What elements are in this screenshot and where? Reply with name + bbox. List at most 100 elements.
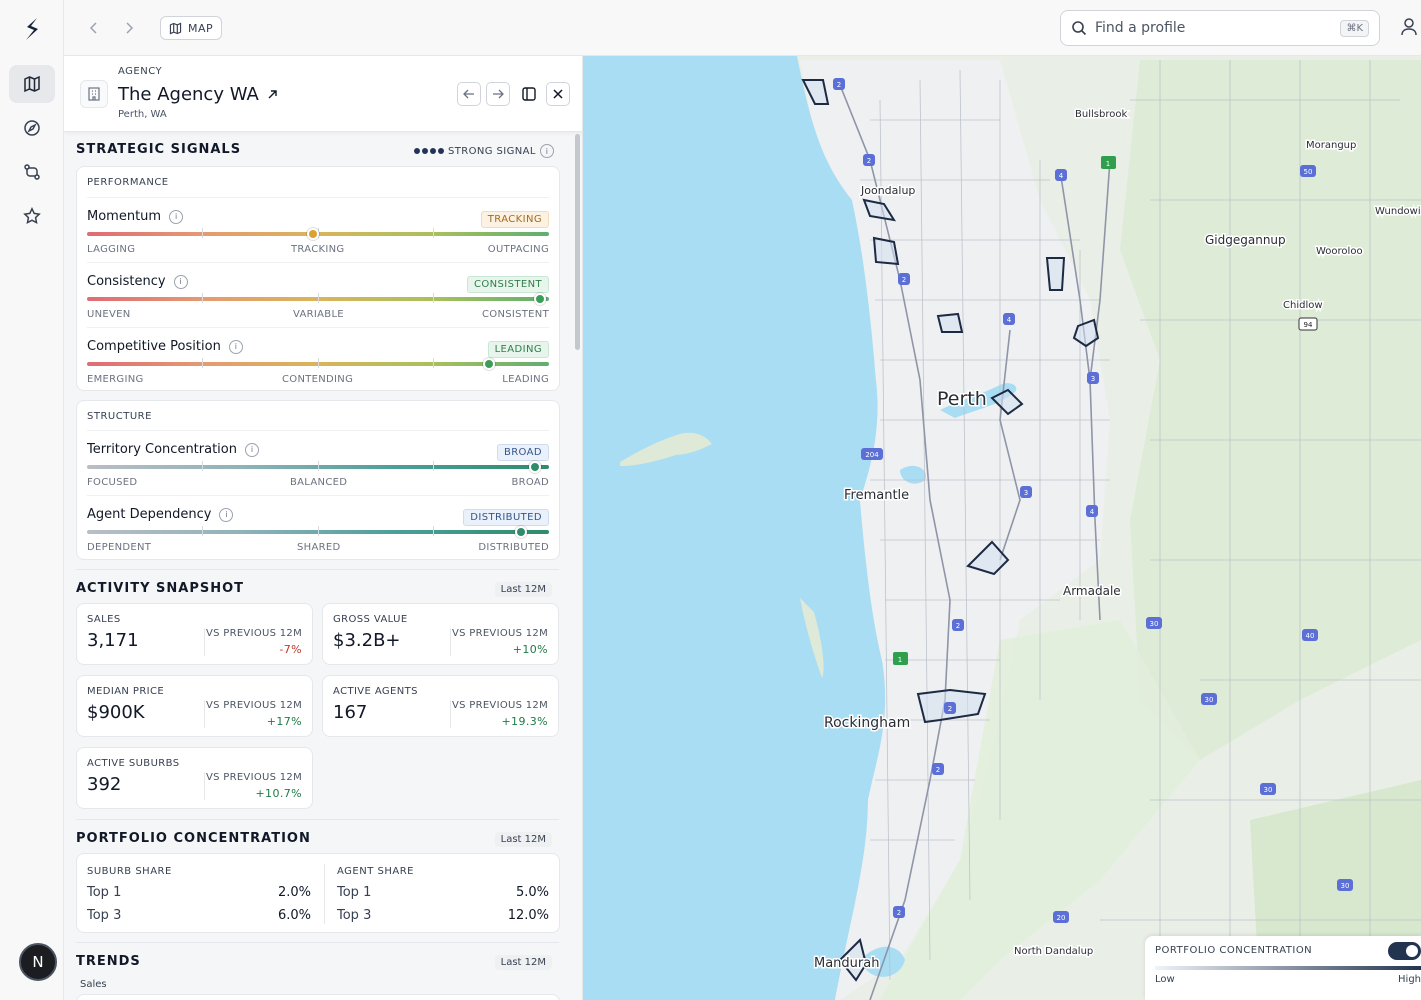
map-icon — [24, 75, 40, 93]
next-profile-button[interactable] — [486, 82, 510, 106]
previous-profile-button[interactable] — [457, 82, 481, 106]
explore-nav-button[interactable] — [9, 109, 55, 147]
map-view[interactable]: Bullsbrook Morangup Wundowie Joondalup G… — [583, 56, 1421, 1000]
info-icon[interactable]: i — [245, 442, 259, 457]
signal-name: Consistency — [87, 274, 166, 289]
route-shield: 2 — [932, 763, 944, 775]
signal-label: STRONG SIGNAL — [448, 145, 536, 157]
route-shield: 3 — [1087, 372, 1099, 384]
status-badge: LEADING — [487, 341, 549, 358]
app-logo-icon[interactable] — [19, 14, 45, 44]
route-shield: 94 — [1298, 317, 1318, 331]
kpi-comparison-label: VS PREVIOUS 12M — [451, 628, 548, 639]
place-label: Chidlow — [1283, 300, 1323, 311]
route-shield: 2 — [863, 154, 875, 166]
avatar-letter: N — [32, 953, 44, 971]
period-pill[interactable]: Last 12M — [494, 832, 552, 847]
place-label: Armadale — [1063, 584, 1121, 598]
svg-text:4: 4 — [1059, 172, 1064, 180]
back-button[interactable] — [84, 18, 104, 38]
kpi-gross-value: GROSS VALUE $3.2B+ VS PREVIOUS 12M +10% — [322, 603, 559, 665]
scale-mid: VARIABLE — [293, 309, 344, 320]
portfolio-concentration-title: PORTFOLIO CONCENTRATION — [76, 831, 311, 846]
period-pill[interactable]: Last 12M — [494, 955, 552, 970]
svg-text:1: 1 — [1106, 160, 1110, 168]
forward-button[interactable] — [119, 18, 139, 38]
building-icon — [80, 80, 108, 108]
place-label: Wundowie — [1375, 206, 1421, 217]
signal-strength: STRONG SIGNAL i — [414, 144, 554, 158]
signal-marker — [533, 293, 546, 305]
route-shield: 4 — [1055, 169, 1067, 181]
kpi-active-suburbs: ACTIVE SUBURBS 392 VS PREVIOUS 12M +10.7… — [76, 747, 313, 809]
svg-text:3: 3 — [1091, 375, 1095, 383]
signal-territory-concentration: Territory Concentration i BROAD FOCUSED B… — [87, 430, 549, 495]
route-shield: 30 — [1260, 783, 1276, 795]
scale-high: CONSISTENT — [482, 309, 549, 320]
user-avatar[interactable]: N — [19, 943, 57, 981]
close-panel-button[interactable] — [546, 82, 570, 106]
profile-search[interactable]: ⌘K — [1060, 10, 1380, 46]
info-icon[interactable]: i — [219, 507, 234, 522]
map-breadcrumb[interactable]: MAP — [160, 16, 223, 40]
top-bar: MAP ⌘K — [64, 0, 1421, 56]
signal-name: Competitive Position — [87, 339, 221, 354]
favorites-nav-button[interactable] — [9, 197, 55, 235]
scale-high: OUTPACING — [487, 244, 549, 255]
status-badge: CONSISTENT — [467, 276, 549, 293]
legend-toggle[interactable] — [1388, 942, 1421, 960]
search-input[interactable] — [1095, 20, 1333, 36]
kpi-label: GROSS VALUE — [333, 614, 408, 625]
kpi-comparison-label: VS PREVIOUS 12M — [205, 772, 302, 783]
scale-high: DISTRIBUTED — [478, 542, 549, 553]
section-divider — [76, 569, 559, 570]
info-icon[interactable]: i — [228, 339, 243, 354]
map-nav-button[interactable] — [9, 65, 55, 103]
user-icon[interactable] — [1401, 18, 1417, 36]
kpi-delta: +19.3% — [501, 715, 548, 728]
status-badge: DISTRIBUTED — [463, 509, 549, 526]
kpi-label: SALES — [87, 614, 121, 625]
svg-text:204: 204 — [865, 451, 879, 459]
panel-scrollbar[interactable] — [575, 134, 580, 350]
profile-name-link[interactable]: The Agency WA — [118, 84, 278, 105]
info-icon[interactable]: i — [169, 209, 184, 224]
route-shield: 2 — [944, 702, 956, 714]
suburb-share-label: SUBURB SHARE — [87, 866, 172, 877]
trends-card — [76, 994, 560, 1000]
agent-share-label: AGENT SHARE — [337, 866, 414, 877]
suburb-top3-value: 6.0% — [277, 908, 311, 923]
shortcut-hint: ⌘K — [1340, 19, 1369, 37]
kpi-active-agents: ACTIVE AGENTS 167 VS PREVIOUS 12M +19.3% — [322, 675, 559, 737]
kpi-delta: +10.7% — [255, 787, 302, 800]
external-link-icon — [268, 90, 277, 99]
kpi-delta: +10% — [512, 643, 548, 656]
svg-text:2: 2 — [948, 705, 952, 713]
legend-gradient — [1155, 966, 1421, 970]
section-divider — [76, 819, 559, 820]
compare-nav-button[interactable] — [9, 153, 55, 191]
signal-marker — [515, 526, 528, 538]
route-shield: 2 — [898, 273, 910, 285]
route-shield: 30 — [1146, 617, 1162, 629]
info-icon[interactable]: i — [173, 274, 188, 289]
signal-marker — [307, 228, 320, 240]
structure-label: STRUCTURE — [87, 411, 152, 422]
signal-consistency: Consistency i CONSISTENT UNEVEN VARIABLE … — [87, 262, 549, 327]
map-canvas[interactable]: Bullsbrook Morangup Wundowie Joondalup G… — [583, 56, 1421, 1000]
sidebar-icon — [522, 87, 536, 101]
route-shield: 30 — [1201, 693, 1217, 705]
place-label: Mandurah — [814, 956, 879, 971]
legend-low-label: Low — [1155, 974, 1175, 985]
svg-text:2: 2 — [867, 157, 871, 165]
route-shield: 50 — [1300, 165, 1316, 177]
signal-name: Momentum — [87, 209, 162, 224]
period-pill[interactable]: Last 12M — [494, 582, 552, 597]
svg-text:2: 2 — [837, 81, 841, 89]
route-shield: 20 — [1053, 911, 1069, 923]
place-label: Joondalup — [860, 184, 915, 197]
place-label: North Dandalup — [1014, 946, 1093, 957]
toggle-panel-button[interactable] — [517, 82, 541, 106]
info-icon[interactable]: i — [539, 144, 554, 158]
route-shield: 2 — [833, 78, 845, 90]
